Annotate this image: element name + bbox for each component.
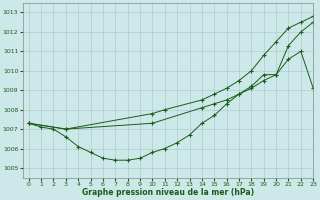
X-axis label: Graphe pression niveau de la mer (hPa): Graphe pression niveau de la mer (hPa) <box>82 188 254 197</box>
